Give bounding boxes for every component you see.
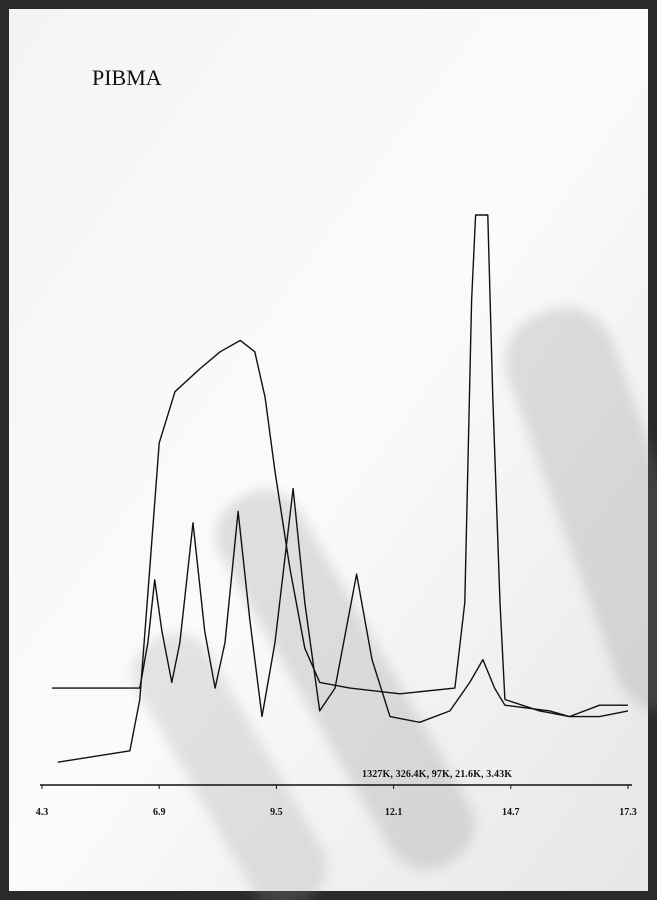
- x-tick-label: 17.3: [619, 807, 637, 818]
- x-tick-label: 12.1: [385, 807, 403, 818]
- background-decoration: [133, 307, 657, 900]
- x-tick-label: 9.5: [270, 807, 283, 818]
- x-tick-label: 4.3: [36, 807, 49, 818]
- annotation: 1327K, 326.4K, 97K, 21.6K, 3.43K: [362, 769, 512, 780]
- trace: [51, 487, 628, 723]
- trace: [57, 214, 629, 763]
- chart-title: PIBMA: [92, 65, 162, 90]
- x-tick-label: 6.9: [153, 807, 166, 818]
- x-tick-label: 14.7: [502, 807, 520, 818]
